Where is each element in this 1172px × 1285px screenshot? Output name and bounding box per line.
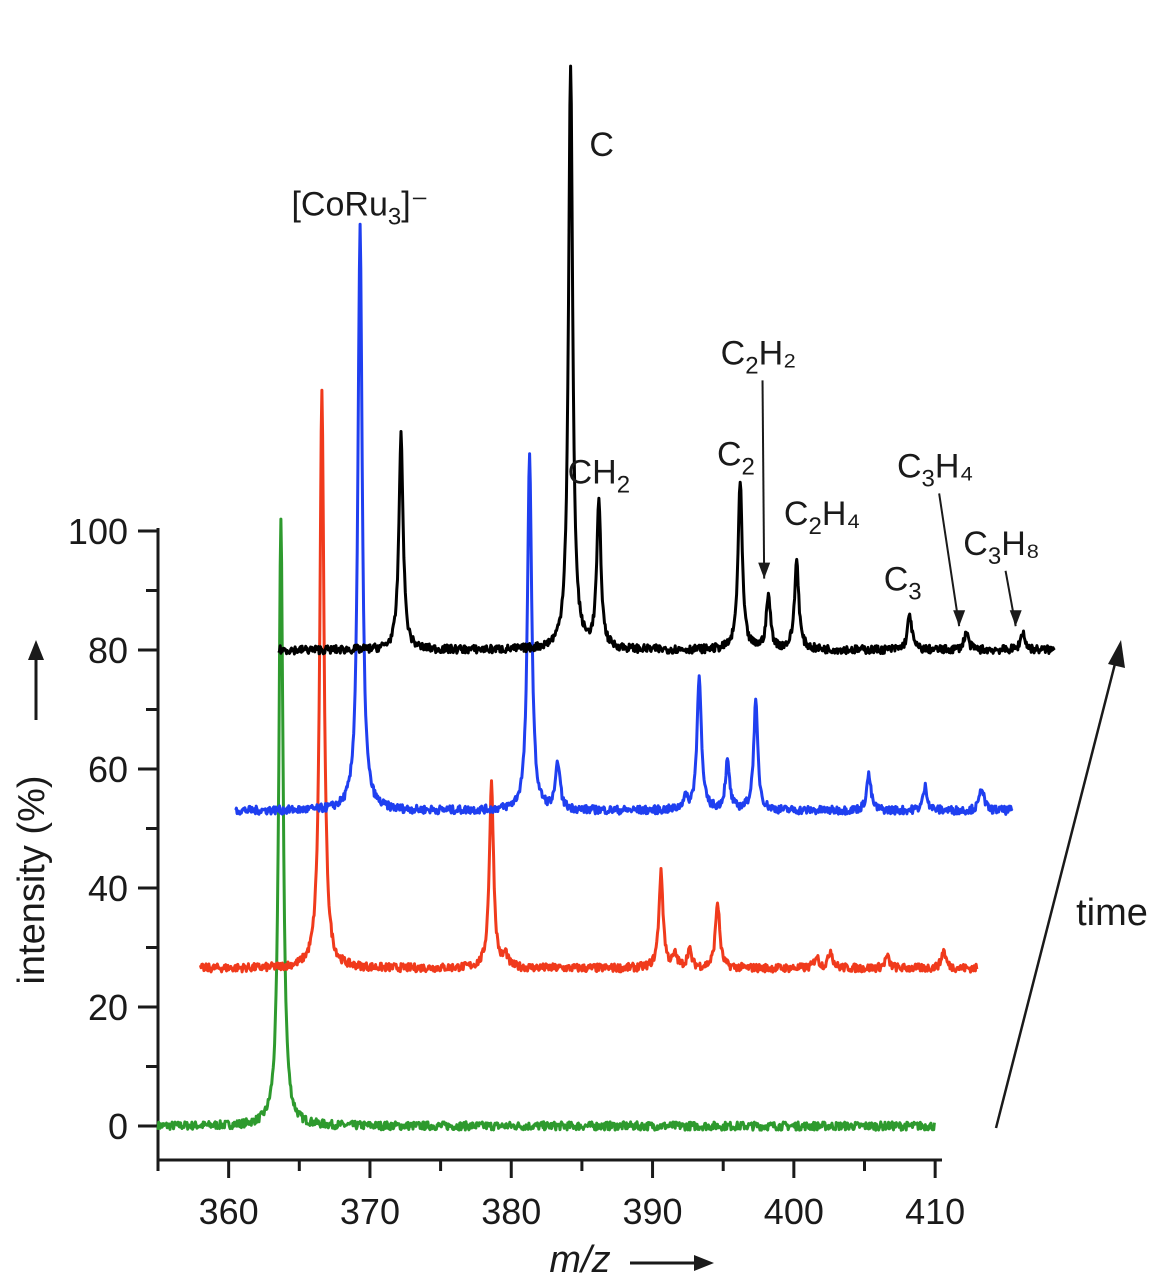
time-label: time [1076, 892, 1148, 934]
x-tick-label: 370 [340, 1191, 400, 1232]
annotation-label: C3H₈ [963, 525, 1040, 570]
annotation-main: CH [568, 453, 617, 491]
axis-titles: m/z intensity (%) time [11, 775, 1148, 1281]
peak-annotation: C2 [717, 436, 755, 481]
peak-annotation: C3H₈ [963, 525, 1040, 627]
annotation-tail: ]⁻ [401, 186, 428, 224]
annotation-main: C [963, 525, 988, 563]
series-line [234, 222, 1014, 816]
annotation-label: C2H₂ [721, 334, 797, 379]
time-arrow [994, 651, 1120, 1129]
annotation-main: C [884, 561, 909, 599]
peak-annotation: C2H₄ [784, 495, 860, 540]
annotation-main: C [784, 495, 809, 533]
y-tick-label: 40 [88, 868, 128, 909]
annotation-label: C3 [884, 561, 922, 606]
y-tick-label: 60 [88, 749, 128, 790]
series-blue [234, 222, 1014, 816]
peak-annotation: C2H₂ [721, 334, 797, 579]
y-axis-arrowhead [28, 640, 44, 660]
annotation-subscript: 2 [617, 471, 630, 498]
x-tick-label: 400 [764, 1191, 824, 1232]
x-tick-label: 380 [481, 1191, 541, 1232]
peak-annotation: C3 [884, 561, 922, 606]
peak-annotation: C [589, 126, 614, 164]
y-axis-title: intensity (%) [11, 775, 53, 984]
series-black [277, 64, 1056, 656]
annotation-label: C [589, 126, 614, 164]
series-green [156, 517, 936, 1132]
x-axis-arrowhead [694, 1255, 714, 1271]
annotation-arrow [761, 380, 766, 579]
series-group [156, 64, 1056, 1132]
annotation-label: [CoRu3]⁻ [291, 186, 428, 231]
series-line [198, 388, 979, 974]
annotation-main: [CoRu [291, 186, 387, 224]
annotation-subscript: 2 [808, 513, 821, 540]
annotation-tail: H₂ [759, 334, 797, 372]
annotation-main: C [721, 334, 746, 372]
x-tick-label: 390 [623, 1191, 683, 1232]
annotation-main: C [589, 126, 614, 164]
annotation-arrowhead [953, 610, 966, 627]
annotation-tail: H₄ [822, 495, 860, 533]
annotation-arrowhead [1009, 610, 1022, 627]
annotation-tail: H₄ [935, 447, 973, 485]
annotation-tail: H₈ [1001, 525, 1040, 563]
annotation-subscript: 2 [742, 454, 755, 481]
x-axis-title: m/z [549, 1239, 610, 1281]
y-tick-label: 100 [68, 511, 128, 552]
series-line [156, 517, 936, 1132]
y-tick-label: 20 [88, 987, 128, 1028]
annotation-arrow [938, 493, 961, 627]
annotation-subscript: 3 [922, 465, 935, 492]
peak-annotation: CH2 [568, 453, 630, 498]
series-line [277, 64, 1056, 656]
series-red [198, 388, 979, 974]
annotation-main: C [897, 447, 922, 485]
annotation-subscript: 2 [745, 352, 758, 379]
peak-annotation: C3H₄ [897, 447, 973, 627]
y-tick-label: 80 [88, 630, 128, 671]
axes: 0 20 40 60 80 100 360 370 380 390 400 410 [28, 511, 1125, 1271]
peak-annotation: [CoRu3]⁻ [291, 186, 428, 231]
annotation-subscript: 3 [388, 204, 401, 231]
annotation-main: C [717, 436, 742, 474]
x-tick-label: 410 [905, 1191, 965, 1232]
annotation-label: CH2 [568, 453, 630, 498]
x-tick-label: 360 [199, 1191, 259, 1232]
annotation-arrowhead [758, 562, 771, 579]
y-tick-label: 0 [108, 1106, 128, 1147]
annotation-label: C2H₄ [784, 495, 860, 540]
annotation-subscript: 3 [908, 579, 921, 606]
annotation-subscript: 3 [988, 543, 1001, 570]
annotation-label: C2 [717, 436, 755, 481]
annotation-label: C3H₄ [897, 447, 973, 492]
time-arrowhead [1108, 640, 1125, 668]
